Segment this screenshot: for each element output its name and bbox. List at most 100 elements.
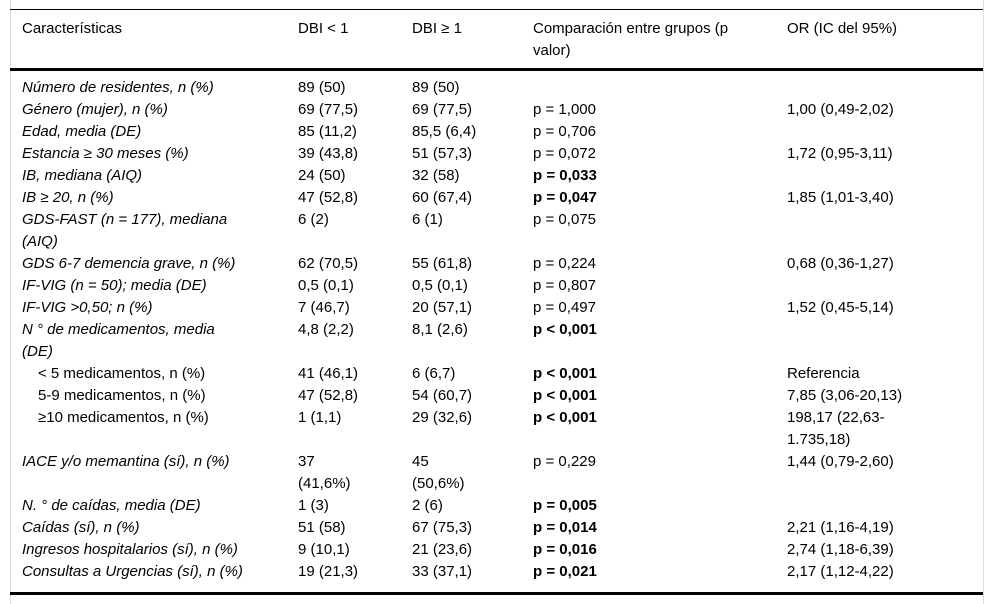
cell-p-value: p = 0,075 [533, 211, 596, 228]
cell-p-value: p = 0,224 [533, 255, 596, 272]
cell-caracteristica: N. ° de caídas, media (DE) [22, 497, 201, 514]
cell-or-value: 0,68 (0,36-1,27) [787, 255, 894, 272]
table-row: < 5 medicamentos, n (%) 41 (46,1) 6 (6,7) p… [10, 363, 983, 385]
cell-p-value: p < 0,001 [533, 365, 597, 382]
cell-caracteristica: ≥10 medicamentos, n (%) [38, 409, 209, 426]
cell-p-value: p = 0,016 [533, 541, 597, 558]
characteristics-table: Características DBI < 1 DBI ≥ 1 Comparac… [10, 9, 983, 595]
cell-or-value: 1,00 (0,49-2,02) [787, 101, 894, 118]
cell-caracteristica: Ingresos hospitalarios (sí), n (%) [22, 541, 238, 558]
left-edge-line [10, 0, 11, 604]
col-header-caracteristicas: Características [10, 9, 298, 71]
table-row: N ° de medicamentos, media (DE) 4,8 (2,2)… [10, 319, 983, 363]
table-row: GDS-FAST (n = 177), mediana (AIQ) 6 (2) 6 … [10, 209, 983, 253]
cell-or-value: 2,74 (1,18-6,39) [787, 541, 894, 558]
cell-dbi-ge-1: 69 (77,5) [412, 101, 473, 118]
cell-caracteristica: GDS 6-7 demencia grave, n (%) [22, 255, 236, 272]
cell-dbi-lt-1: 47 (52,8) [298, 189, 359, 206]
cell-dbi-ge-1: 45 (50,6%) [412, 453, 465, 492]
cell-or-value [787, 165, 983, 187]
cell-dbi-lt-1: 85 (11,2) [298, 123, 357, 140]
cell-caracteristica: Número de residentes, n (%) [22, 79, 214, 96]
cell-or-value: 2,21 (1,16-4,19) [787, 519, 894, 536]
cell-p-value: p = 0,229 [533, 453, 596, 470]
table-row: Ingresos hospitalarios (sí), n (%) 9 (10,… [10, 539, 983, 561]
cell-p-value [533, 70, 787, 100]
cell-dbi-lt-1: 6 (2) [298, 211, 329, 228]
cell-p-value: p = 0,014 [533, 519, 597, 536]
cell-or-value [787, 495, 983, 517]
table-row: N. ° de caídas, media (DE) 1 (3) 2 (6) p = … [10, 495, 983, 517]
cell-dbi-lt-1: 62 (70,5) [298, 255, 359, 272]
table-row: Número de residentes, n (%) 89 (50) 89 (50… [10, 70, 983, 100]
cell-p-value: p = 0,807 [533, 277, 596, 294]
cell-caracteristica: Consultas a Urgencias (sí), n (%) [22, 563, 243, 580]
cell-caracteristica: IACE y/o memantina (sí), n (%) [22, 453, 230, 470]
table-row: IF-VIG >0,50; n (%) 7 (46,7) 20 (57,1) p = … [10, 297, 983, 319]
cell-dbi-ge-1: 67 (75,3) [412, 519, 473, 536]
cell-caracteristica: IF-VIG (n = 50); media (DE) [22, 277, 207, 294]
cell-or-value: 1,85 (1,01-3,40) [787, 189, 894, 206]
table-row: Caídas (sí), n (%) 51 (58) 67 (75,3) p = 0,… [10, 517, 983, 539]
cell-dbi-ge-1: 85,5 (6,4) [412, 123, 477, 140]
cell-p-value: p = 0,497 [533, 299, 596, 316]
cell-dbi-ge-1: 89 (50) [412, 79, 460, 96]
col-header-comparacion-grupos: Comparación entre grupos (p valor) [533, 9, 787, 71]
table-body: Número de residentes, n (%) 89 (50) 89 (50… [10, 70, 983, 594]
cell-or-value [787, 70, 983, 100]
cell-or-value [787, 209, 983, 253]
cell-dbi-ge-1: 33 (37,1) [412, 563, 473, 580]
cell-dbi-ge-1: 20 (57,1) [412, 299, 473, 316]
cell-dbi-lt-1: 4,8 (2,2) [298, 321, 354, 338]
cell-caracteristica: Caídas (sí), n (%) [22, 519, 140, 536]
table-row: ≥10 medicamentos, n (%) 1 (1,1) 29 (32,6) p… [10, 407, 983, 451]
cell-or-value: 1,72 (0,95-3,11) [787, 145, 893, 162]
cell-dbi-lt-1: 0,5 (0,1) [298, 277, 354, 294]
cell-dbi-lt-1: 39 (43,8) [298, 145, 359, 162]
cell-or-value: Referencia [787, 365, 860, 382]
cell-dbi-ge-1: 2 (6) [412, 497, 443, 514]
cell-caracteristica: < 5 medicamentos, n (%) [38, 365, 206, 382]
cell-caracteristica: GDS-FAST (n = 177), mediana (AIQ) [22, 211, 228, 250]
cell-dbi-lt-1: 51 (58) [298, 519, 346, 536]
cell-dbi-ge-1: 54 (60,7) [412, 387, 473, 404]
table-row: Consultas a Urgencias (sí), n (%) 19 (21,… [10, 561, 983, 594]
cell-dbi-ge-1: 32 (58) [412, 167, 460, 184]
cell-dbi-ge-1: 6 (6,7) [412, 365, 456, 382]
cell-caracteristica: Edad, media (DE) [22, 123, 142, 140]
table-row: IB, mediana (AIQ) 24 (50) 32 (58) p = 0,033 [10, 165, 983, 187]
cell-p-value: p = 0,021 [533, 563, 597, 580]
cell-or-value: 1,44 (0,79-2,60) [787, 453, 894, 470]
cell-dbi-lt-1: 7 (46,7) [298, 299, 350, 316]
cell-dbi-ge-1: 6 (1) [412, 211, 443, 228]
cell-caracteristica: IB ≥ 20, n (%) [22, 189, 114, 206]
cell-dbi-ge-1: 0,5 (0,1) [412, 277, 468, 294]
cell-caracteristica: IB, mediana (AIQ) [22, 167, 143, 184]
cell-caracteristica: IF-VIG >0,50; n (%) [22, 299, 153, 316]
cell-caracteristica: Género (mujer), n (%) [22, 101, 168, 118]
cell-p-value: p < 0,001 [533, 387, 597, 404]
col-header-dbi-ge-1: DBI ≥ 1 [412, 9, 533, 71]
cell-dbi-lt-1: 1 (1,1) [298, 409, 342, 426]
cell-p-value: p = 0,033 [533, 167, 597, 184]
cell-or-value [787, 275, 983, 297]
cell-or-value [787, 319, 983, 363]
cell-caracteristica: N ° de medicamentos, media (DE) [22, 321, 215, 360]
table-row: IACE y/o memantina (sí), n (%) 37 (41,6%)… [10, 451, 983, 495]
cell-p-value: p = 1,000 [533, 101, 596, 118]
col-header-or-ic95: OR (IC del 95%) [787, 9, 983, 71]
col-header-dbi-lt-1: DBI < 1 [298, 9, 412, 71]
cell-dbi-lt-1: 47 (52,8) [298, 387, 359, 404]
cell-dbi-ge-1: 29 (32,6) [412, 409, 473, 426]
cell-p-value: p = 0,047 [533, 189, 597, 206]
cell-dbi-lt-1: 37 (41,6%) [298, 453, 351, 492]
cell-dbi-ge-1: 51 (57,3) [412, 145, 473, 162]
cell-or-value: 2,17 (1,12-4,22) [787, 563, 894, 580]
cell-dbi-lt-1: 69 (77,5) [298, 101, 359, 118]
cell-caracteristica: 5-9 medicamentos, n (%) [38, 387, 206, 404]
cell-dbi-lt-1: 1 (3) [298, 497, 329, 514]
table-row: IB ≥ 20, n (%) 47 (52,8) 60 (67,4) p = 0,04… [10, 187, 983, 209]
cell-p-value: p < 0,001 [533, 409, 597, 426]
table-row: Edad, media (DE) 85 (11,2) 85,5 (6,4) p = 0… [10, 121, 983, 143]
